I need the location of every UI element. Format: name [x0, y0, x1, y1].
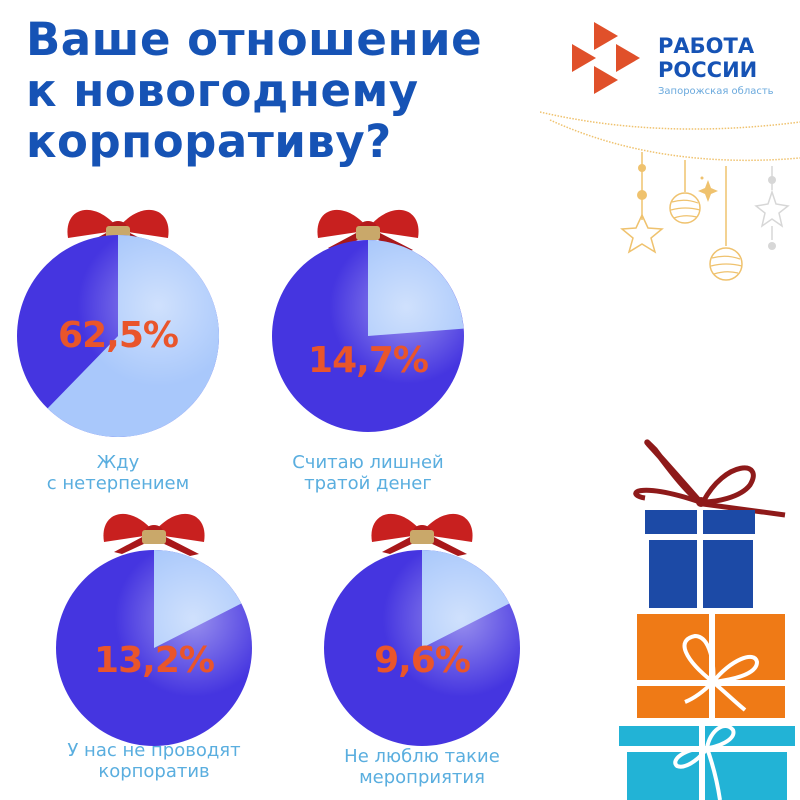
percent-label: 62,5%: [58, 315, 179, 356]
logo-arrows-icon: [572, 22, 640, 94]
ornament-caption: Не люблю такие мероприятия: [282, 746, 562, 788]
caption-line-2: тратой денег: [304, 473, 432, 494]
title-line-3: корпоративу?: [26, 115, 392, 168]
ornament-caption: Считаю лишней тратой денег: [228, 452, 508, 494]
ornament-chart-4: 9,6% Не люблю такие мероприятия: [312, 500, 532, 800]
logo-text: РАБОТА РОССИИ: [658, 34, 757, 82]
caption-line-1: Не люблю такие: [344, 746, 500, 767]
logo-subtitle: Запорожская область: [658, 86, 774, 97]
garland-decoration-icon: [540, 111, 800, 281]
caption-line-2: с нетерпением: [46, 473, 190, 494]
percent-label: 14,7%: [308, 340, 429, 381]
ornament-caption: У нас не проводят корпоратив: [14, 740, 294, 782]
title-line-2: к новогоднему: [26, 64, 419, 117]
percent-label: 13,2%: [94, 640, 215, 681]
ornament-caption: Жду с нетерпением: [0, 452, 258, 494]
caption-line-2: мероприятия: [359, 767, 485, 788]
ornament-chart-2: 14,7% Считаю лишней тратой денег: [258, 188, 478, 498]
pie-ornament-icon: [324, 513, 520, 746]
logo-line-1: РАБОТА: [658, 34, 755, 58]
ornament-chart-1: 62,5% Жду с нетерпением: [8, 188, 228, 498]
caption-line-2: корпоратив: [98, 761, 210, 782]
caption-line-1: Жду: [96, 452, 140, 473]
title-line-1: Ваше отношение: [26, 13, 483, 66]
logo-line-2: РОССИИ: [658, 58, 758, 82]
page-title: Ваше отношение к новогоднему корпоративу…: [26, 14, 482, 167]
ornament-chart-3: 13,2% У нас не проводят корпоратив: [44, 500, 264, 800]
percent-label: 9,6%: [374, 640, 471, 681]
rabota-rossii-logo: РАБОТА РОССИИ Запорожская область: [560, 20, 790, 110]
pie-ornament-icon: [272, 209, 464, 432]
pie-ornament-icon: [17, 209, 220, 437]
caption-line-1: У нас не проводят: [67, 740, 241, 761]
caption-line-1: Считаю лишней: [292, 452, 444, 473]
pie-ornament-icon: [56, 513, 252, 746]
gift-stack-icon: [619, 439, 795, 800]
